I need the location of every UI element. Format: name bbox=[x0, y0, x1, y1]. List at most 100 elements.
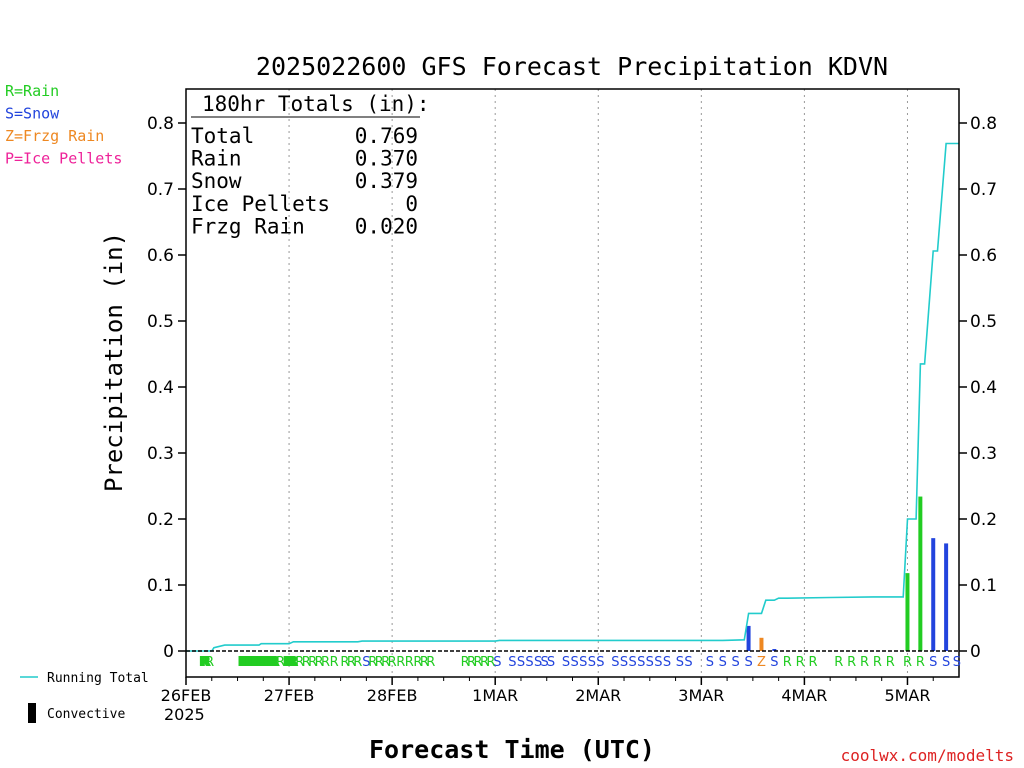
legend-type-item: R=Rain bbox=[5, 82, 59, 100]
ptype-marker: R bbox=[244, 655, 253, 670]
ptype-marker: R bbox=[315, 655, 324, 670]
ptype-marker: R bbox=[287, 655, 296, 670]
ptype-marker: R bbox=[250, 655, 259, 670]
convective-legend-bar bbox=[28, 703, 36, 723]
precip-type-legend: R=Rain S=Snow Z=Frzg Rain P=Ice Pellets bbox=[5, 82, 122, 168]
ptype-marker: S bbox=[620, 655, 628, 670]
ptype-marker: R bbox=[286, 655, 295, 670]
y-tick-label-left: 0.4 bbox=[147, 378, 174, 398]
ptype-marker: R bbox=[248, 655, 257, 670]
ptype-marker: R bbox=[269, 655, 278, 670]
ptype-marker: R bbox=[246, 655, 255, 670]
ptype-marker: R bbox=[903, 655, 912, 670]
ptype-marker: S bbox=[562, 655, 570, 670]
y-tick-label-left: 0.2 bbox=[147, 510, 174, 530]
bottom-legend-label: Running Total bbox=[47, 671, 149, 686]
x-axis-start-year: 2025 bbox=[164, 705, 205, 724]
ptype-marker: R bbox=[270, 655, 279, 670]
ptype-marker: S bbox=[540, 655, 548, 670]
ptype-marker: R bbox=[873, 655, 882, 670]
ptype-marker: R bbox=[200, 655, 209, 670]
ptype-marker: S bbox=[637, 655, 645, 670]
precip-bars bbox=[746, 496, 949, 651]
ptype-marker: S bbox=[676, 655, 684, 670]
totals-rows: Total 0.769 Rain 0.370 Snow 0.379 Ice Pellets 0… bbox=[191, 124, 418, 238]
ptype-marker: R bbox=[413, 655, 422, 670]
y-tick-label-right: 0.7 bbox=[970, 180, 997, 200]
ptype-marker: S bbox=[571, 655, 579, 670]
y-tick-label-right: 0.2 bbox=[970, 510, 997, 530]
x-axis-label: Forecast Time (UTC) bbox=[369, 735, 655, 764]
y-axis-right: 0 0.1 0.2 0.3 0.4 0.5 0.6 0.7 0.8 bbox=[959, 114, 997, 662]
precip-bar bbox=[772, 649, 777, 651]
precip-bar bbox=[944, 543, 949, 651]
ptype-marker: R bbox=[808, 655, 817, 670]
x-tick-label: 28FEB bbox=[367, 686, 418, 705]
ptype-marker: R bbox=[254, 655, 263, 670]
ptype-marker: S bbox=[646, 655, 654, 670]
ptype-marker: R bbox=[405, 655, 414, 670]
ptype-marker: R bbox=[267, 655, 276, 670]
running-total-line bbox=[186, 142, 959, 652]
ptype-marker: S bbox=[517, 655, 525, 670]
ptype-marker: R bbox=[252, 655, 261, 670]
ptype-marker: R bbox=[847, 655, 856, 670]
ptype-marker: R bbox=[340, 655, 349, 670]
ptype-marker: S bbox=[732, 655, 740, 670]
ptype-marker: R bbox=[241, 655, 250, 670]
y-tick-label-left: 0.3 bbox=[147, 444, 174, 464]
ptype-marker: R bbox=[251, 655, 260, 670]
ptype-marker: S bbox=[628, 655, 636, 670]
ptype-marker: R bbox=[243, 655, 252, 670]
y-tick-label-left: 0.6 bbox=[147, 246, 174, 266]
ptype-marker: R bbox=[347, 655, 356, 670]
ptype-marker: R bbox=[264, 655, 273, 670]
ptype-marker: S bbox=[719, 655, 727, 670]
ptype-marker: R bbox=[308, 655, 317, 670]
ptype-marker: R bbox=[259, 655, 268, 670]
ptype-marker: S bbox=[929, 655, 937, 670]
legend-type-item: P=Ice Pellets bbox=[5, 150, 122, 168]
totals-label: Frzg Rain bbox=[191, 214, 305, 238]
ptype-marker: S bbox=[493, 655, 501, 670]
ptype-marker: R bbox=[255, 655, 264, 670]
y-tick-label-right: 0.1 bbox=[970, 576, 997, 596]
ptype-marker: S bbox=[770, 655, 778, 670]
ptype-marker: R bbox=[302, 655, 311, 670]
y-tick-label-right: 0.5 bbox=[970, 312, 997, 332]
totals-label: Total bbox=[191, 124, 254, 148]
x-tick-label: 5MAR bbox=[884, 686, 930, 705]
ptype-marker: R bbox=[282, 655, 291, 670]
ptype-marker: R bbox=[486, 655, 495, 670]
ptype-marker: R bbox=[295, 655, 304, 670]
bottom-legend-label: Convective bbox=[47, 707, 125, 722]
ptype-marker: R bbox=[375, 655, 384, 670]
totals-value: 0.370 bbox=[355, 147, 418, 171]
ptype-marker: S bbox=[547, 655, 555, 670]
ptype-marker: R bbox=[250, 655, 259, 670]
ptype-marker: R bbox=[330, 655, 339, 670]
precip-bar bbox=[918, 496, 923, 651]
precip-bar bbox=[931, 538, 936, 651]
totals-header: 180hr Totals (in): bbox=[202, 92, 430, 116]
watermark: coolwx.com/modelts bbox=[841, 746, 1014, 765]
ptype-marker: S bbox=[684, 655, 692, 670]
y-axis-label: Precipitation (in) bbox=[100, 232, 128, 492]
ptype-marker: R bbox=[796, 655, 805, 670]
x-tick-label: 26FEB bbox=[161, 686, 212, 705]
ptype-marker: S bbox=[654, 655, 662, 670]
ptype-marker: R bbox=[251, 655, 260, 670]
ptype-marker: R bbox=[246, 655, 255, 670]
ptype-marker: R bbox=[271, 655, 280, 670]
ptype-marker: S bbox=[611, 655, 619, 670]
ptype-marker: R bbox=[263, 655, 272, 670]
totals-value: 0 bbox=[405, 192, 418, 216]
ptype-marker: R bbox=[268, 655, 277, 670]
x-tick-label: 27FEB bbox=[264, 686, 315, 705]
ptype-marker: R bbox=[265, 655, 274, 670]
x-tick-label: 2MAR bbox=[575, 686, 621, 705]
y-tick-label-right: 0 bbox=[970, 642, 981, 662]
ptype-marker: S bbox=[588, 655, 596, 670]
